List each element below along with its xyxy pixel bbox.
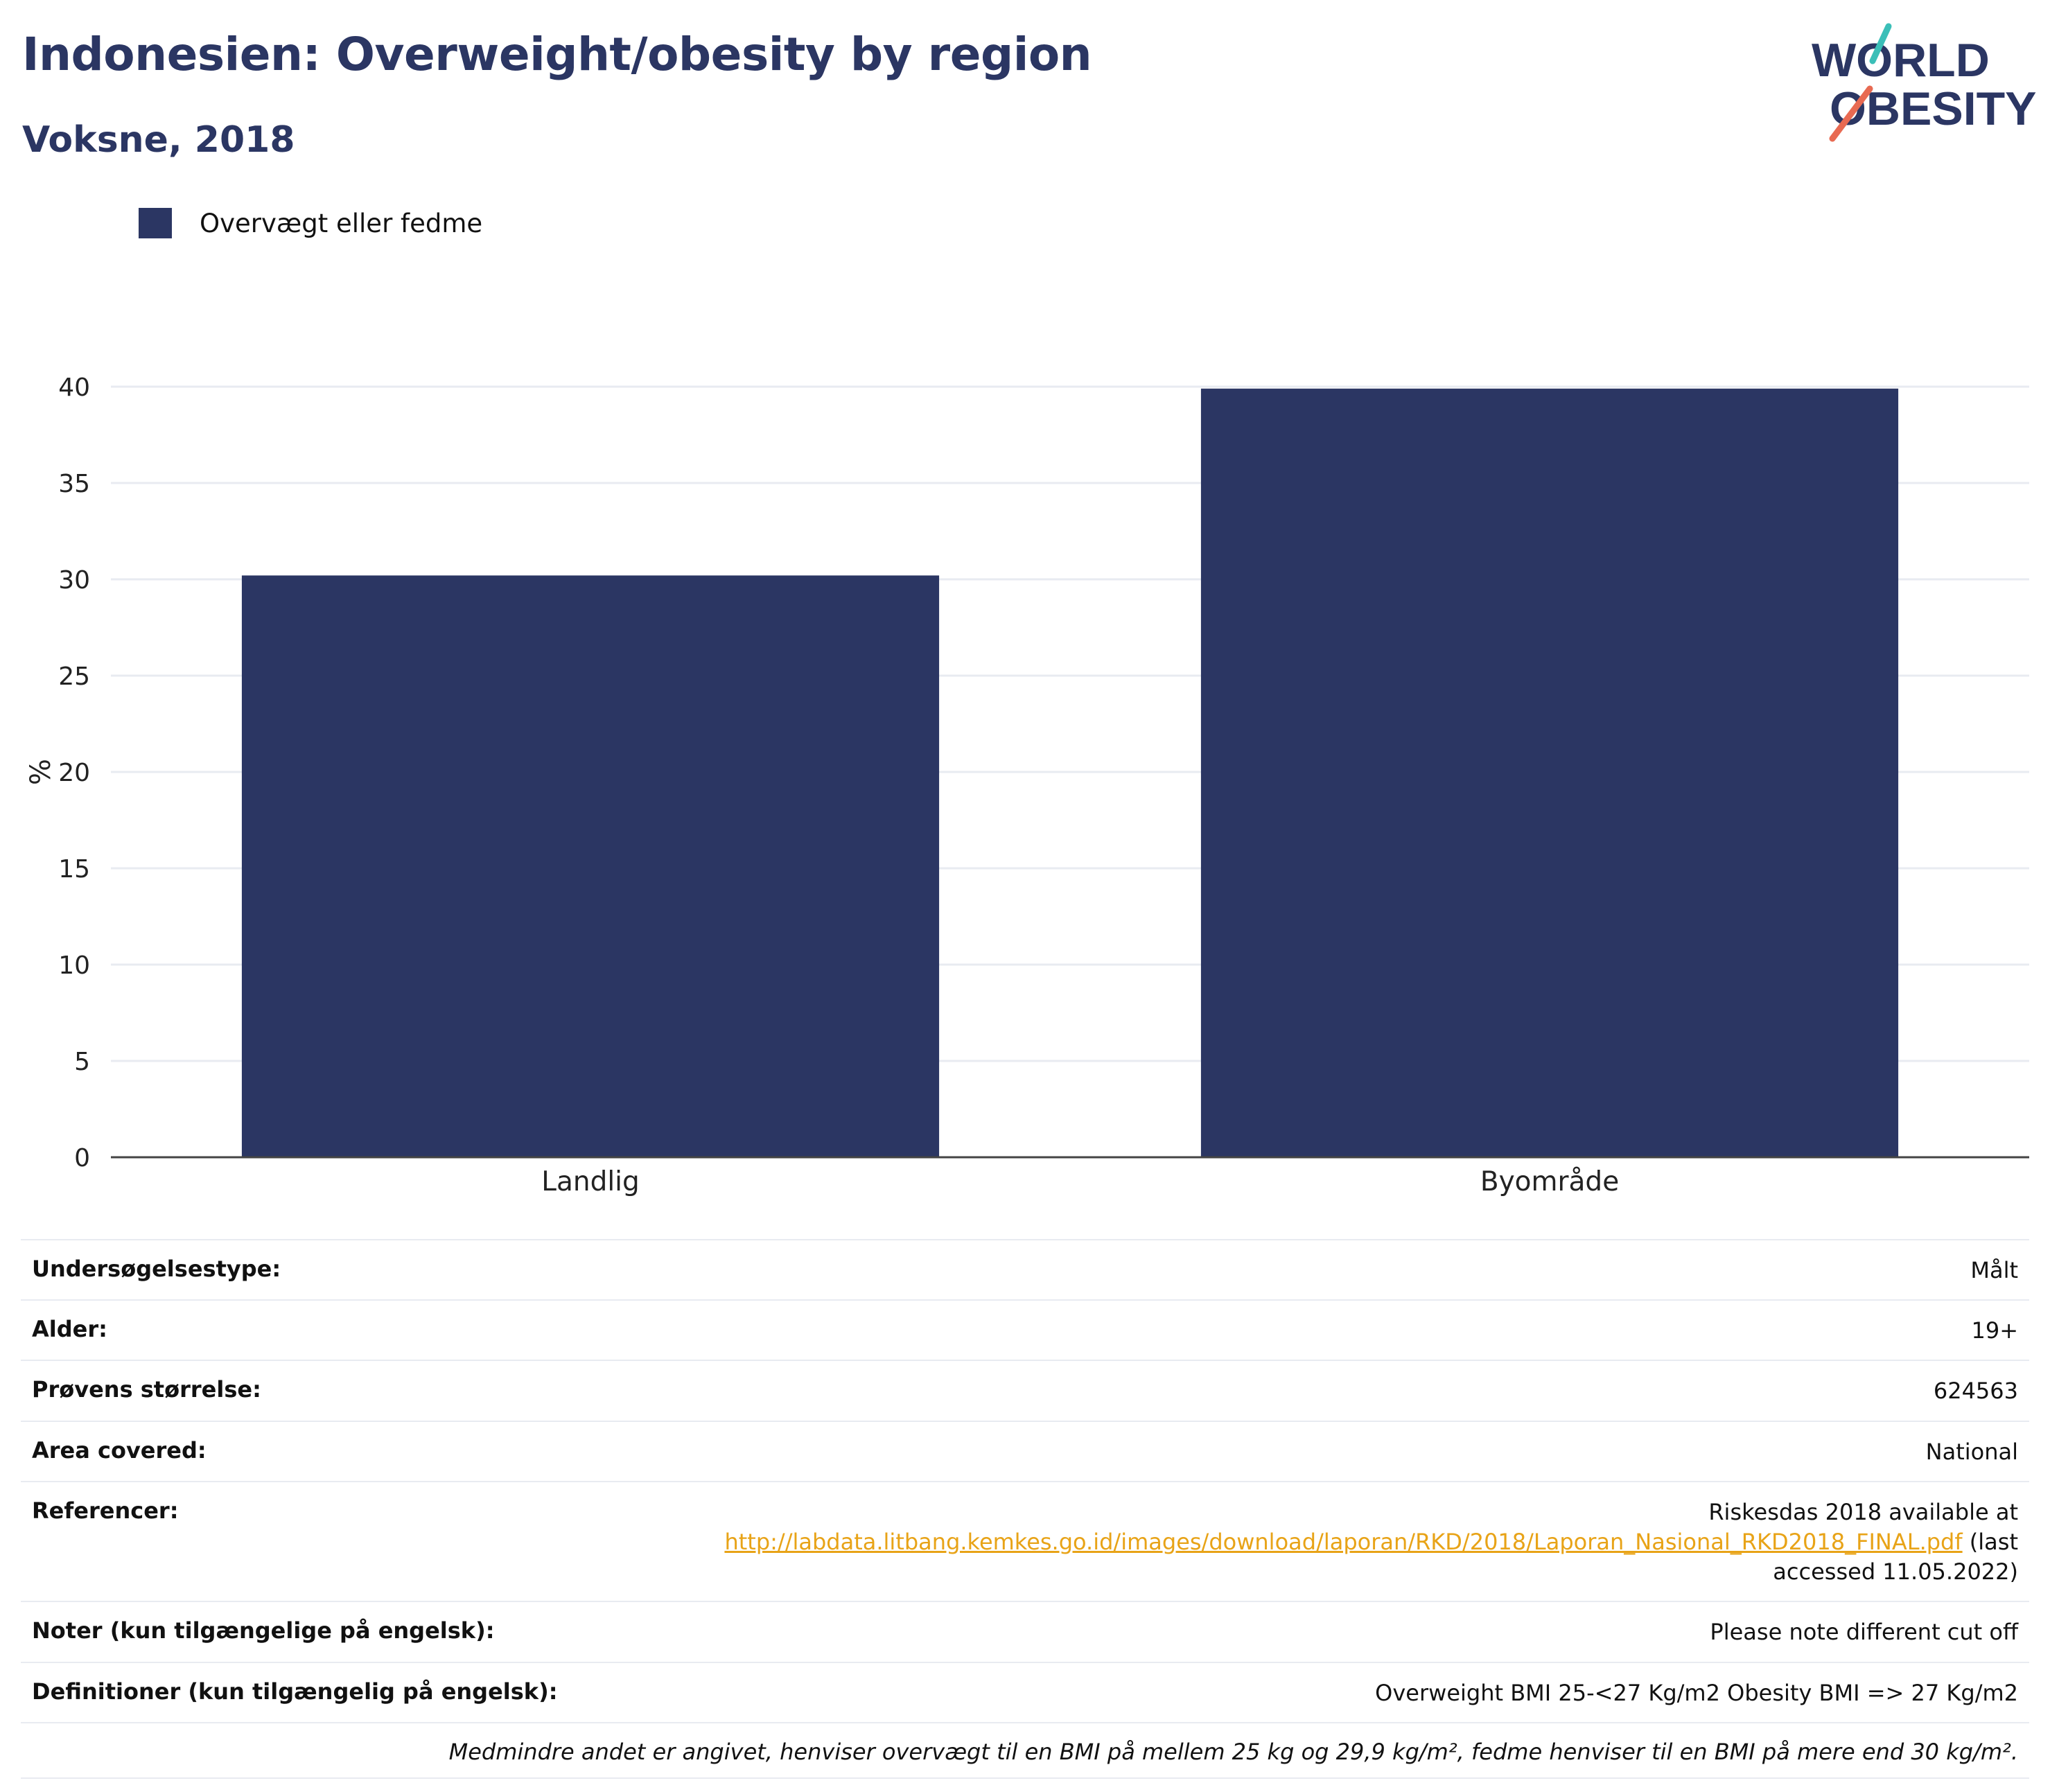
y-tick-label: 30: [58, 566, 90, 595]
legend-label: Overvægt eller fedme: [200, 208, 483, 238]
y-tick-label: 40: [58, 374, 90, 402]
reference-suffix: (last accessed 11.05.2022): [1773, 1528, 2018, 1585]
y-tick-label: 25: [58, 662, 90, 691]
info-row-sample-size: Prøvens størrelse: 624563: [21, 1360, 2029, 1420]
info-label: Referencer:: [32, 1497, 179, 1524]
reference-text: Riskesdas 2018 available at: [1708, 1498, 2018, 1525]
info-row-survey-type: Undersøgelsestype: Målt: [21, 1239, 2029, 1299]
info-label: Definitioner (kun tilgængelig på engelsk…: [32, 1678, 558, 1705]
y-tick-label: 0: [74, 1144, 90, 1172]
logo-line1: WORLD: [1812, 34, 1990, 87]
info-value: National: [1925, 1438, 2018, 1465]
info-value: Overweight BMI 25-<27 Kg/m2 Obesity BMI …: [1375, 1679, 2018, 1706]
y-tick-label: 5: [74, 1048, 90, 1076]
info-row-area: Area covered: National: [21, 1420, 2029, 1481]
reference-link[interactable]: http://labdata.litbang.kemkes.go.id/imag…: [724, 1528, 1963, 1555]
info-label: Undersøgelsestype:: [32, 1256, 281, 1282]
info-label: Noter (kun tilgængelige på engelsk):: [32, 1617, 495, 1644]
chart-legend: Overvægt eller fedme: [139, 208, 482, 238]
bar-1: [241, 575, 940, 1157]
y-tick-label: 15: [58, 855, 90, 884]
info-row-age: Alder: 19+: [21, 1299, 2029, 1360]
y-tick-label: 10: [58, 951, 90, 980]
info-label: Prøvens størrelse:: [32, 1376, 261, 1403]
info-row-definitions: Definitioner (kun tilgængelig på engelsk…: [21, 1661, 2029, 1722]
info-label: Alder:: [32, 1316, 107, 1343]
info-value: Riskesdas 2018 available at http://labdat…: [632, 1497, 2018, 1588]
info-value: Målt: [1970, 1257, 2018, 1283]
x-tick-label: Landlig: [541, 1166, 640, 1197]
info-value: Please note different cut off: [1710, 1619, 2018, 1646]
info-row-notes: Noter (kun tilgængelige på engelsk): Ple…: [21, 1601, 2029, 1661]
y-axis-label: %: [25, 759, 57, 785]
logo-line2: OBESITY: [1830, 82, 2037, 135]
world-obesity-logo: WORLD OBESITY: [1812, 23, 2037, 142]
info-row-references: Referencer: Riskesdas 2018 available at h…: [21, 1480, 2029, 1601]
x-tick-label: Byområde: [1480, 1166, 1619, 1197]
info-label: Area covered:: [32, 1437, 207, 1464]
info-value: 19+: [1971, 1317, 2018, 1344]
bar-chart: 0 5 10 15 20 25 30 35 40 Landlig Byområde%: [25, 374, 2029, 1197]
page-subtitle: Voksne, 2018: [22, 119, 295, 161]
legend-swatch: [139, 208, 172, 238]
footnote: Medmindre andet er angivet, henviser ove…: [21, 1721, 2029, 1779]
info-value: 624563: [1933, 1378, 2018, 1405]
y-tick-label: 20: [58, 759, 90, 787]
bar-2: [1200, 388, 1899, 1157]
page-title: Indonesien: Overweight/obesity by region: [22, 28, 1092, 81]
info-table: Undersøgelsestype: Målt Alder: 19+ Prøve…: [21, 1239, 2029, 1779]
y-tick-label: 35: [58, 470, 90, 498]
